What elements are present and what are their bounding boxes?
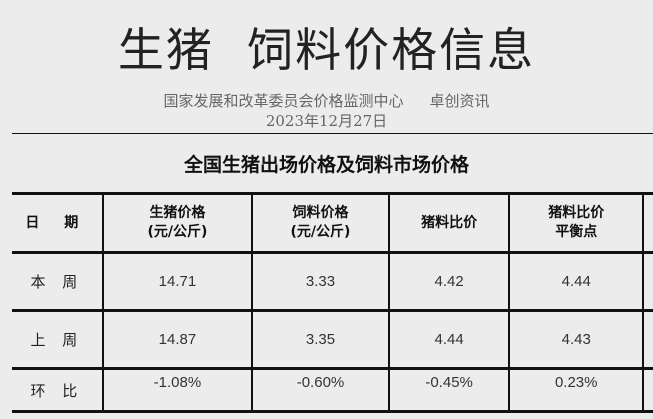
table-header-row: 日 期 生猪价格 (元/公斤) 饲料价格 (元/公斤) 猪料比价 猪料比价平衡点 [12, 193, 653, 253]
header-hog-price: 生猪价格 (元/公斤) [101, 193, 254, 253]
table-edge [642, 193, 653, 253]
cell: -0.60% [251, 368, 390, 412]
cell: 4.44 [508, 252, 644, 311]
row-label: 环 比 [12, 368, 104, 412]
source-partner: 卓创资讯 [429, 92, 490, 110]
section-title: 全国生猪出场价格及饲料市场价格 [183, 154, 469, 176]
row-label: 上 周 [12, 310, 104, 369]
price-table: 日 期 生猪价格 (元/公斤) 饲料价格 (元/公斤) 猪料比价 猪料比价平衡点 本… [12, 192, 653, 413]
cell: 3.35 [251, 310, 390, 369]
cell: 14.87 [101, 310, 254, 369]
header-unit: (元/公斤) [147, 224, 208, 240]
header-date: 日 期 [12, 193, 104, 253]
cell: 4.43 [508, 310, 644, 369]
header-line: 猪料比价 [548, 205, 605, 221]
header-feed-price: 饲料价格 (元/公斤) [251, 193, 390, 253]
header-line: 生猪价格 [149, 205, 206, 221]
header-unit: (元/公斤) [290, 224, 351, 240]
source-org: 国家发展和改革委员会价格监测中心 [163, 92, 404, 110]
table-row: 本 周 14.71 3.33 4.42 4.44 [12, 252, 653, 311]
table-row: 环 比 -1.08% -0.60% -0.45% 0.23% [12, 368, 653, 412]
table-edge [642, 368, 653, 412]
page-title: 生猪 饲料价格信息 [117, 23, 536, 77]
source-line: 国家发展和改革委员会价格监测中心 卓创资讯 [0, 90, 653, 111]
cell: 3.33 [251, 252, 390, 311]
cell: 14.71 [101, 252, 254, 311]
cell: 4.44 [387, 310, 511, 369]
header-breakeven-ratio: 猪料比价 平衡点 [508, 193, 644, 253]
cell: 0.23% [508, 368, 644, 412]
table-edge [642, 310, 653, 369]
cell: 4.42 [387, 252, 511, 311]
cell: -0.45% [387, 368, 511, 412]
table-edge [642, 252, 653, 311]
header-line: 饲料价格 [292, 205, 349, 221]
header-hog-feed-ratio: 猪料比价 [387, 193, 511, 253]
divider [12, 133, 653, 134]
header-line: 平衡点 [555, 224, 598, 240]
cell: -1.08% [101, 368, 254, 412]
publish-date: 2023年12月27日 [265, 112, 388, 130]
table-row: 上 周 14.87 3.35 4.44 4.43 [12, 310, 653, 369]
row-label: 本 周 [12, 252, 104, 311]
